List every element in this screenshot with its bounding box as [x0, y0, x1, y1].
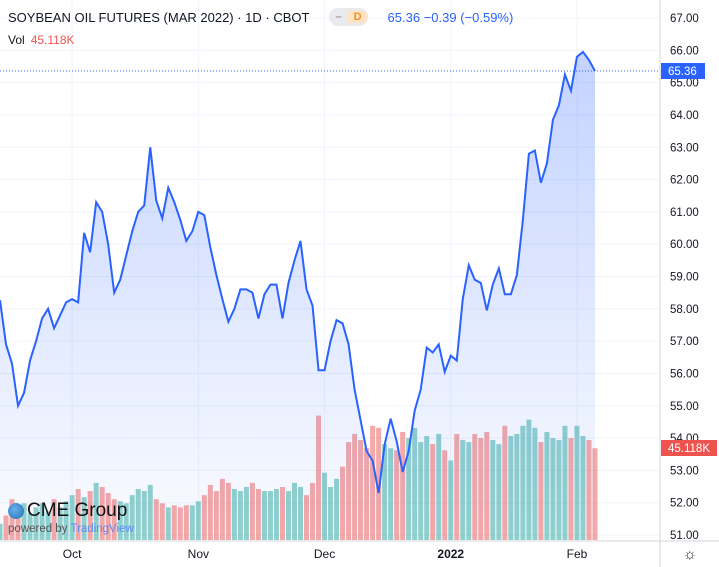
y-tick-label: 52.00	[670, 498, 699, 510]
y-tick-label: 65.00	[670, 78, 699, 90]
y-tick-label: 51.00	[670, 530, 699, 542]
last-volume-label: 45.118K	[668, 443, 710, 455]
y-tick-label: 53.00	[670, 465, 699, 477]
chart-header: SOYBEAN OIL FUTURES (MAR 2022) · 1D · CB…	[8, 8, 513, 26]
y-tick-label: 55.00	[670, 401, 699, 413]
globe-icon	[8, 503, 24, 519]
y-tick-label: 64.00	[670, 110, 699, 122]
volume-bar	[376, 427, 382, 540]
y-tick-label: 67.00	[670, 13, 699, 25]
last-price-badge	[661, 62, 705, 79]
y-tick-label: 63.00	[670, 142, 699, 154]
y-tick-label: 61.00	[670, 207, 699, 219]
x-tick-label: Nov	[188, 547, 209, 561]
price-area	[0, 51, 595, 540]
y-tick-label: 57.00	[670, 336, 699, 348]
last-quote: 65.36 −0.39 (−0.59%)	[387, 9, 514, 25]
x-tick-label: Dec	[314, 547, 335, 561]
cme-logo[interactable]: CME Group powered by TradingView	[8, 500, 134, 535]
brand-name: CME Group	[27, 500, 128, 521]
volume-value: 45.118K	[30, 33, 75, 47]
last-price-label: 65.36	[668, 66, 697, 78]
powered-by-text: powered by	[8, 523, 68, 535]
market-status-pill[interactable]: – D	[329, 8, 368, 26]
delayed-badge: D	[347, 11, 368, 23]
x-tick-label: Oct	[63, 547, 82, 561]
x-tick-label: 2022	[437, 547, 464, 561]
price-line	[0, 50, 596, 494]
y-tick-label: 66.00	[670, 45, 699, 57]
y-tick-label: 59.00	[670, 272, 699, 284]
y-tick-label: 62.00	[670, 175, 699, 187]
y-tick-label: 60.00	[670, 239, 699, 251]
minus-icon: –	[335, 11, 342, 23]
settings-gear-icon[interactable]: ☼	[683, 546, 697, 563]
volume-label: Vol	[8, 33, 25, 47]
volume-legend: Vol 45.118K	[8, 33, 75, 47]
x-tick-label: Feb	[567, 547, 588, 561]
last-volume-badge	[661, 440, 717, 456]
y-tick-label: 58.00	[670, 304, 699, 316]
symbol-title[interactable]: SOYBEAN OIL FUTURES (MAR 2022) · 1D · CB…	[8, 9, 310, 25]
tradingview-link[interactable]: TradingView	[70, 523, 134, 535]
y-tick-label: 56.00	[670, 368, 699, 380]
